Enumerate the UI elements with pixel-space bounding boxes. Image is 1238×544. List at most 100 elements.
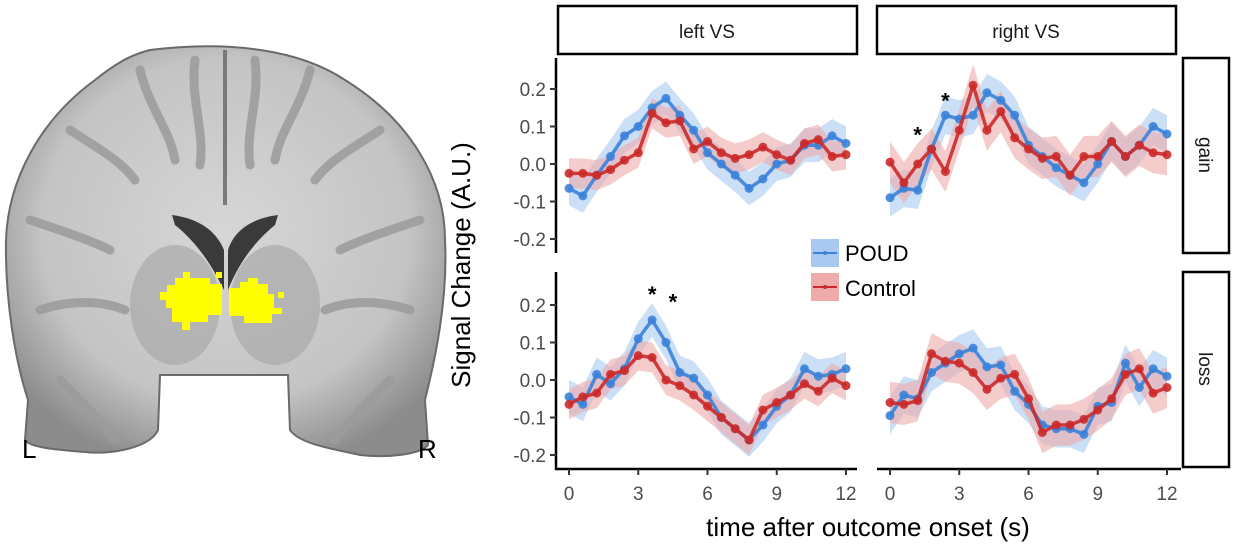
point-control xyxy=(799,379,809,389)
point-control xyxy=(606,165,616,175)
point-poud xyxy=(813,371,823,381)
point-poud xyxy=(913,185,923,195)
brain-outline xyxy=(4,45,447,458)
point-control xyxy=(647,108,657,118)
y-tick-label: 0.2 xyxy=(520,80,546,101)
point-control xyxy=(996,373,1006,383)
point-control xyxy=(813,386,823,396)
point-control xyxy=(827,373,837,383)
point-control xyxy=(647,353,657,362)
legend-dot-control xyxy=(823,285,827,289)
x-tick-label: 6 xyxy=(1023,484,1034,505)
point-poud xyxy=(619,131,629,141)
point-poud xyxy=(982,88,992,98)
strip-left-vs xyxy=(556,4,859,56)
point-poud xyxy=(1134,383,1144,392)
point-control xyxy=(1093,152,1103,161)
point-poud xyxy=(703,390,712,400)
point-poud xyxy=(841,364,851,374)
panel-right-vs-loss xyxy=(885,329,1172,454)
legend-label-poud: POUD xyxy=(845,241,909,266)
y-tick-label: -0.2 xyxy=(513,446,546,467)
y-tick-label: 0.1 xyxy=(520,118,546,139)
point-control xyxy=(592,388,602,398)
point-control xyxy=(899,178,909,188)
point-control xyxy=(1037,428,1047,437)
point-control xyxy=(744,150,754,160)
point-control xyxy=(1065,420,1075,430)
point-poud xyxy=(827,131,837,141)
point-poud xyxy=(899,390,909,400)
point-poud xyxy=(1079,429,1089,439)
point-control xyxy=(689,390,699,400)
point-control xyxy=(786,390,796,400)
point-control xyxy=(1162,150,1172,160)
point-poud xyxy=(954,349,964,359)
y-axis-title: Signal Change (A.U.) xyxy=(446,142,476,388)
point-control xyxy=(899,399,909,409)
point-control xyxy=(606,369,616,379)
point-control xyxy=(1051,420,1061,430)
point-control xyxy=(885,157,895,167)
point-poud xyxy=(1148,122,1158,131)
point-poud xyxy=(927,368,937,377)
point-poud xyxy=(1051,163,1061,173)
point-control xyxy=(772,398,782,407)
point-control xyxy=(716,413,726,422)
x-tick-label: 3 xyxy=(954,484,965,505)
point-poud xyxy=(982,362,992,372)
x-tick-label: 9 xyxy=(1092,484,1103,505)
point-control xyxy=(703,137,712,146)
point-poud xyxy=(606,152,616,161)
point-control xyxy=(633,351,643,361)
point-control xyxy=(1079,414,1089,424)
point-control xyxy=(841,381,851,391)
point-poud xyxy=(633,334,643,344)
point-control xyxy=(1134,364,1144,374)
point-control xyxy=(744,435,754,445)
significance-star: * xyxy=(669,290,678,315)
point-poud xyxy=(1148,364,1158,374)
point-control xyxy=(799,138,809,148)
x-ticks-right: 0 3 6 9 12 xyxy=(885,469,1178,505)
point-control xyxy=(1162,383,1172,392)
point-poud xyxy=(592,369,602,379)
point-poud xyxy=(606,379,616,389)
point-poud xyxy=(885,193,895,203)
point-control xyxy=(1107,137,1117,146)
point-poud xyxy=(661,93,671,103)
significance-star: * xyxy=(913,122,922,147)
panels: *** * xyxy=(564,64,1172,457)
y-tick-label: -0.2 xyxy=(513,230,546,251)
point-control xyxy=(1120,152,1130,161)
x-tick-label: 6 xyxy=(702,484,713,505)
y-tick-label: 0.0 xyxy=(520,371,546,392)
legend-dot-poud xyxy=(823,251,827,255)
legend-label-control: Control xyxy=(845,276,916,301)
y-tick-label: 0.2 xyxy=(520,296,546,317)
point-poud xyxy=(633,122,643,131)
ribbon-control xyxy=(890,64,1167,204)
point-control xyxy=(940,356,950,366)
point-poud xyxy=(675,368,685,377)
y-tick-label: 0.0 xyxy=(520,155,546,176)
strip-loss xyxy=(1181,270,1231,469)
point-control xyxy=(689,144,699,154)
point-control xyxy=(1024,394,1033,404)
point-control xyxy=(772,150,782,160)
point-control xyxy=(841,150,851,160)
point-control xyxy=(827,152,837,161)
point-control xyxy=(1024,144,1033,154)
point-control xyxy=(1148,148,1158,158)
point-control xyxy=(996,107,1006,116)
point-poud xyxy=(799,364,809,374)
x-tick-label: 12 xyxy=(1156,484,1177,505)
point-control xyxy=(1065,170,1075,180)
point-control xyxy=(578,168,588,178)
point-control xyxy=(592,170,602,180)
point-control xyxy=(578,392,588,402)
y-tick-label: -0.1 xyxy=(513,409,546,430)
strip-gain-label: gain xyxy=(1194,137,1215,173)
point-poud xyxy=(1162,129,1172,139)
point-control xyxy=(1148,388,1158,398)
